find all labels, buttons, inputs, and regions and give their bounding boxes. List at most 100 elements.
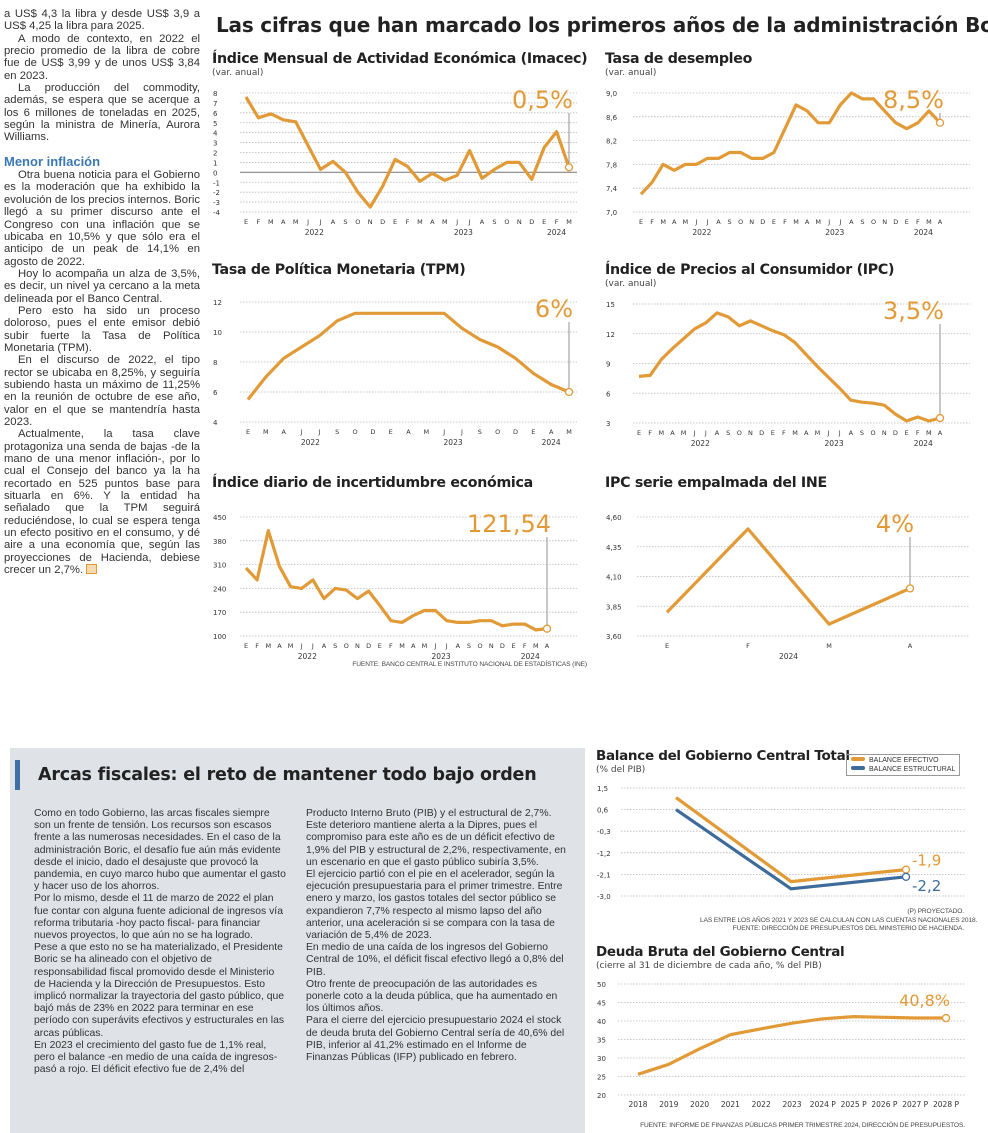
- x-tick-label: A: [805, 218, 810, 226]
- fiscal-paragraph: Otro frente de preocupación de las autor…: [306, 978, 558, 1015]
- end-value-label: 4%: [876, 510, 914, 538]
- y-tick-label: 8,2: [606, 138, 617, 146]
- y-tick-label: -3: [213, 199, 220, 207]
- x-tick-label: S: [478, 428, 482, 436]
- x-tick-label: N: [882, 429, 887, 437]
- x-group-label: 2024: [914, 228, 933, 237]
- x-tick-label: D: [366, 642, 371, 650]
- x-tick-label: 2028 P: [933, 1100, 959, 1109]
- x-group-label: 2024: [779, 652, 798, 661]
- x-tick-label: M: [265, 642, 271, 650]
- y-tick-label: 1,5: [597, 785, 608, 793]
- article-paragraph: Pero esto ha sido un proceso doloroso, p…: [4, 304, 200, 354]
- chart-subtitle: [212, 492, 587, 503]
- x-tick-label: E: [393, 218, 397, 226]
- chart-title: IPC serie empalmada del INE: [605, 475, 827, 491]
- legend-label: BALANCE ESTRUCTURAL: [869, 766, 956, 773]
- x-tick-label: N: [368, 218, 373, 226]
- y-tick-label: 9: [606, 361, 610, 369]
- end-value-label: 0,5%: [512, 86, 573, 114]
- x-group-label: 2022: [692, 228, 711, 237]
- fiscal-column-2: Producto Interno Bruto (PIB) y el estruc…: [306, 808, 568, 1064]
- x-tick-label: N: [355, 642, 360, 650]
- x-tick-label: J: [693, 429, 696, 437]
- y-tick-label: 1: [213, 159, 217, 167]
- x-tick-label: S: [467, 642, 471, 650]
- chart-subtitle: (% del PIB): [596, 765, 646, 775]
- legend-label: BALANCE EFECTIVO: [869, 757, 939, 764]
- x-tick-label: M: [793, 218, 799, 226]
- x-tick-label: M: [658, 429, 664, 437]
- x-group-label: 2022: [298, 652, 317, 661]
- balance-notes: (P) PROYECTADO. LAS ENTRE LOS AÑOS 2021 …: [700, 908, 977, 934]
- x-tick-label: 2018: [628, 1100, 647, 1109]
- x-tick-label: M: [682, 218, 688, 226]
- x-group-label: 2023: [825, 439, 844, 448]
- x-group-label: 2022: [301, 438, 320, 447]
- x-tick-label: E: [637, 429, 641, 437]
- end-of-article-square-icon: [86, 564, 98, 575]
- x-tick-label: M: [826, 642, 832, 650]
- end-value-label: 3,5%: [883, 297, 944, 325]
- series-line: [638, 311, 941, 423]
- fiscal-paragraph: En medio de una caída de los ingresos de…: [306, 942, 564, 978]
- x-tick-label: 2021: [721, 1100, 740, 1109]
- x-tick-label: J: [694, 218, 697, 226]
- x-tick-label: 2025 P: [841, 1100, 867, 1109]
- y-tick-label: 50: [597, 981, 606, 989]
- x-tick-label: E: [389, 428, 393, 436]
- end-point-marker: [564, 387, 574, 397]
- article-paragraph: A modo de contexto, en 2022 el precio pr…: [4, 32, 200, 82]
- x-tick-label: A: [411, 642, 416, 650]
- y-tick-label: 7,4: [606, 185, 618, 193]
- x-group-label: 2024: [547, 228, 566, 237]
- x-tick-label: F: [257, 218, 261, 226]
- x-tick-label: M: [424, 428, 430, 436]
- chart-subtitle: (var. anual): [605, 279, 657, 289]
- x-tick-label: E: [531, 428, 535, 436]
- fiscal-box-title: Arcas fiscales: el reto de mantener todo…: [38, 765, 537, 785]
- article-paragraph: a US$ 4,3 la libra y desde US$ 3,9 a US$…: [4, 8, 200, 33]
- fiscal-paragraph: Como en todo Gobierno, las arcas fiscale…: [34, 808, 286, 893]
- y-tick-label: 6: [213, 389, 218, 397]
- chart-subtitle: [212, 279, 587, 290]
- chart-subtitle: (var. anual): [605, 68, 657, 78]
- legend-swatch: [851, 757, 865, 761]
- x-tick-label: M: [926, 429, 932, 437]
- y-tick-label: 10: [213, 329, 222, 337]
- y-tick-label: 100: [213, 633, 226, 641]
- x-tick-label: O: [495, 428, 500, 436]
- series-line: [665, 527, 911, 626]
- y-tick-label: 380: [213, 538, 226, 546]
- y-tick-label: 40: [597, 1018, 606, 1026]
- y-tick-label: 4: [213, 130, 218, 138]
- x-tick-label: M: [660, 218, 666, 226]
- x-tick-label: O: [344, 642, 349, 650]
- x-tick-label: M: [293, 218, 299, 226]
- x-tick-label: 2027 P: [902, 1100, 928, 1109]
- x-tick-label: M: [442, 218, 448, 226]
- series-line: [675, 796, 907, 884]
- x-tick-label: N: [749, 218, 754, 226]
- x-tick-label: F: [555, 218, 559, 226]
- y-tick-label: 7: [213, 100, 217, 108]
- x-tick-label: E: [772, 218, 776, 226]
- x-tick-label: D: [513, 428, 518, 436]
- y-tick-label: -2: [213, 189, 220, 197]
- y-tick-label: 0,6: [597, 807, 609, 815]
- article-left-column: a US$ 4,3 la libra y desde US$ 3,9 a US$…: [4, 8, 200, 576]
- x-tick-label: A: [549, 428, 554, 436]
- y-tick-label: 15: [606, 301, 615, 309]
- x-tick-label: M: [533, 642, 539, 650]
- legend-swatch: [851, 766, 865, 770]
- y-tick-label: 3,85: [606, 603, 622, 611]
- x-tick-label: M: [792, 429, 798, 437]
- x-tick-label: D: [760, 218, 765, 226]
- series-line: [675, 808, 907, 891]
- x-tick-label: M: [268, 218, 274, 226]
- chart-desempleo-plot: 9,08,68,27,87,47,0E F M A M J J A S O N D E F M A M J J A S O…: [606, 86, 970, 237]
- source-note: FUENTE: INFORME DE FINANZAS PÚBLICAS PRI…: [640, 1122, 965, 1129]
- x-tick-label: A: [670, 429, 675, 437]
- chart-title: Índice Mensual de Actividad Económica (I…: [212, 51, 588, 67]
